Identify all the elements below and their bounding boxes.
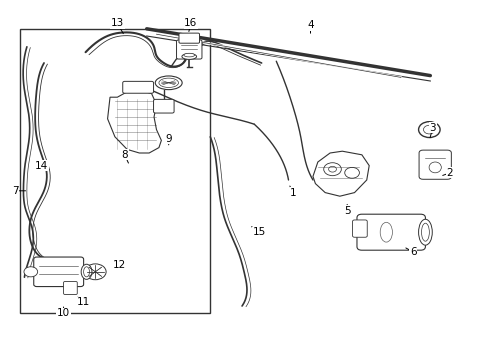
Text: 10: 10: [57, 308, 70, 318]
Circle shape: [84, 264, 106, 280]
Text: 1: 1: [289, 188, 296, 198]
Text: 6: 6: [409, 247, 416, 257]
Ellipse shape: [155, 76, 182, 90]
Polygon shape: [107, 90, 161, 153]
FancyBboxPatch shape: [179, 33, 199, 43]
FancyBboxPatch shape: [122, 81, 153, 93]
Polygon shape: [312, 151, 368, 196]
Text: 12: 12: [113, 260, 126, 270]
Ellipse shape: [182, 54, 196, 59]
Circle shape: [418, 122, 439, 138]
Ellipse shape: [421, 223, 428, 241]
Text: 2: 2: [446, 168, 452, 178]
FancyBboxPatch shape: [352, 220, 366, 237]
Ellipse shape: [418, 219, 431, 245]
FancyBboxPatch shape: [418, 150, 450, 179]
Circle shape: [323, 163, 341, 176]
FancyBboxPatch shape: [63, 282, 77, 294]
FancyBboxPatch shape: [34, 257, 83, 287]
Text: 14: 14: [35, 161, 48, 171]
Text: 15: 15: [252, 227, 265, 237]
Ellipse shape: [380, 222, 391, 242]
Ellipse shape: [83, 267, 89, 277]
Bar: [20, 29, 210, 313]
Text: 8: 8: [121, 150, 128, 160]
Text: 13: 13: [110, 18, 124, 28]
Circle shape: [328, 166, 336, 172]
Ellipse shape: [183, 53, 194, 57]
Text: 5: 5: [343, 206, 350, 216]
Ellipse shape: [428, 162, 441, 173]
FancyBboxPatch shape: [176, 40, 202, 59]
Circle shape: [24, 267, 38, 277]
Text: 3: 3: [428, 123, 435, 133]
FancyBboxPatch shape: [153, 99, 174, 113]
Text: 7: 7: [12, 186, 19, 196]
Text: 16: 16: [183, 18, 197, 28]
FancyBboxPatch shape: [356, 214, 425, 250]
Ellipse shape: [81, 264, 92, 279]
Circle shape: [344, 167, 359, 178]
Circle shape: [423, 125, 434, 134]
Ellipse shape: [159, 78, 178, 87]
Text: 11: 11: [76, 297, 90, 307]
Text: 9: 9: [165, 134, 172, 144]
Text: 4: 4: [306, 20, 313, 30]
